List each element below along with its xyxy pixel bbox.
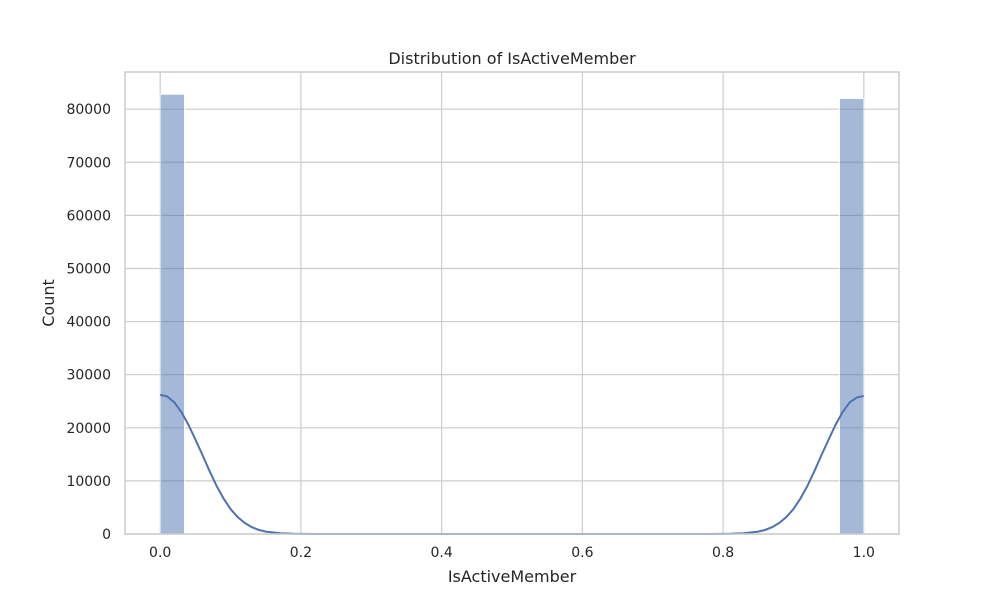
x-tick-label: 1.0: [853, 545, 875, 561]
histogram-bars: [159, 93, 865, 535]
y-tick-label: 30000: [66, 368, 111, 384]
plot-frame: [124, 71, 900, 535]
y-tick-label: 60000: [66, 208, 111, 224]
chart-title: Distribution of IsActiveMember: [388, 49, 636, 68]
y-tick-label: 40000: [66, 315, 111, 331]
y-tick-label: 70000: [66, 155, 111, 171]
y-axis-ticks: 0 10000 20000 30000 40000 50000 60000 70000 8000…: [66, 102, 111, 543]
y-tick-label: 80000: [66, 102, 111, 118]
kde-curve: [159, 393, 865, 535]
y-axis-label: Count: [39, 279, 58, 327]
y-tick-label: 20000: [66, 421, 111, 437]
histogram-bar: [159, 93, 185, 535]
x-axis-ticks: 0.0 0.2 0.4 0.6 0.8 1.0: [149, 545, 875, 561]
x-tick-label: 0.6: [571, 545, 593, 561]
y-tick-label: 0: [102, 527, 111, 543]
x-tick-label: 0.8: [712, 545, 734, 561]
y-tick-label: 50000: [66, 261, 111, 277]
histogram-bar: [839, 98, 865, 535]
grid-lines: [125, 72, 899, 535]
x-tick-label: 0.4: [431, 545, 453, 561]
kde-curve-group: [159, 393, 865, 535]
x-tick-label: 0.2: [290, 545, 312, 561]
x-tick-label: 0.0: [149, 545, 171, 561]
x-axis-label: IsActiveMember: [448, 567, 577, 586]
y-tick-label: 10000: [66, 474, 111, 490]
